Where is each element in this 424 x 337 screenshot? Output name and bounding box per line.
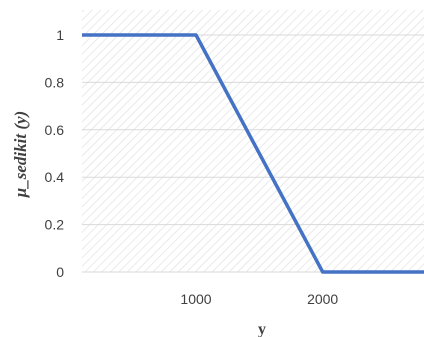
- y-tick-label: 0.4: [45, 169, 65, 185]
- series-group: [82, 33, 424, 274]
- y-tick-label: 0.2: [45, 217, 65, 233]
- y-tick-labels: 0 0.2 0.4 0.6 0.8 1: [45, 27, 65, 280]
- gridlines: [82, 34, 424, 273]
- y-axis-label: μ_sedikit (y): [11, 111, 30, 198]
- y-tick-label: 0: [56, 264, 64, 280]
- x-tick-labels: 1000 2000: [180, 291, 338, 307]
- y-tick-label: 0.6: [45, 122, 65, 138]
- x-tick-label: 2000: [307, 291, 338, 307]
- series-line-0: [82, 33, 424, 274]
- x-axis-label: y: [258, 321, 266, 337]
- x-tick-label: 1000: [180, 291, 211, 307]
- y-tick-label: 0.8: [45, 74, 65, 90]
- y-tick-label: 1: [56, 27, 64, 43]
